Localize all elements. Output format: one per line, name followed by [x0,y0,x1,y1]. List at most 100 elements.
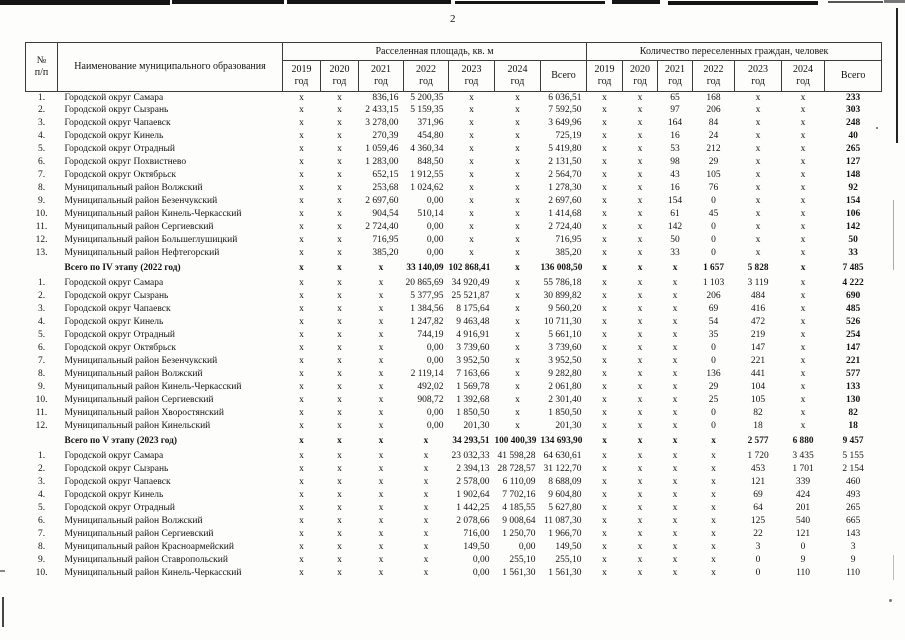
year-label: 2021 [665,64,686,76]
citizens-value: 7 485 [842,263,864,274]
citizens-value: x [800,369,806,380]
area-value: 3 649,96 [548,118,582,129]
citizens-value: x [755,222,761,233]
municipality-name: Городской округ Чапаевск [64,118,171,129]
citizens-value: x [602,278,607,289]
citizens-value: x [800,222,806,233]
table-row: 1. Городской округ Самара x x 836,16 5 200,35… [26,92,882,105]
area-value: 2 724,40 [365,222,399,233]
area-value: 102 868,41 [448,263,491,274]
citizens-value: 493 [845,490,861,501]
citizens-value: 453 [750,464,766,475]
area-value: x [299,542,304,553]
table-row: 4. Городской округ Кинель x x x 1 247,82 9 463… [26,317,882,330]
area-value: 1 059,46 [365,144,399,155]
area-value: x [515,144,520,155]
municipality-name: Городской округ Чапаевск [64,477,171,488]
citizens-value: 22 [753,529,763,540]
column-header-municipality: Наименование муниципального образования [57,42,283,92]
row-number: 7. [37,170,46,181]
citizens-value: 221 [845,356,861,367]
citizens-value: x [800,209,806,220]
municipality-name: Муниципальный район Хворостянский [64,408,224,419]
row-number: 13. [35,248,48,259]
area-value: x [515,395,520,406]
row-number: 8. [37,369,46,380]
area-value: 8 688,09 [548,477,582,488]
citizens-value: x [637,503,643,514]
citizens-value: 0 [711,248,716,259]
row-number: 3. [37,118,46,129]
row-number: 9. [37,382,46,393]
citizens-value: 460 [845,477,861,488]
table-header: № п/п Наименование муниципального образо… [25,42,883,92]
citizens-value: x [602,209,607,220]
area-value: x [299,196,304,207]
year-column-header: 2021 год [657,60,694,92]
area-value: x [337,356,342,367]
municipality-name: Муниципальный район Кинельский [64,421,211,432]
citizens-value: x [602,516,607,527]
citizens-value: 9 [850,555,856,566]
scan-artifact [889,599,892,602]
area-value: x [299,516,304,527]
citizens-value: x [711,503,716,514]
citizens-value: 1 701 [792,464,814,475]
citizens-value: x [800,278,806,289]
area-value: x [378,568,384,579]
area-value: x [469,209,474,220]
citizens-value: 1 720 [747,451,769,462]
year-label: 2022 [416,64,436,76]
area-value: x [378,503,384,514]
citizens-value: 61 [670,209,680,220]
area-value: 385,20 [555,248,582,259]
citizens-value: x [602,408,607,419]
area-value: 30 899,82 [543,291,582,302]
citizens-value: x [672,382,678,393]
citizens-value: 0 [711,235,716,246]
year-column-header: 2019 год [282,60,321,92]
area-value: 55 786,18 [543,278,582,289]
year-suffix: год [597,76,612,87]
area-value: x [337,278,342,289]
area-value: x [337,408,342,419]
stage-total-label: Всего по V этапу (2023 год) [64,436,177,447]
citizens-value: x [800,235,806,246]
area-value: x [378,451,384,462]
municipality-name: Городской округ Кинель [64,490,164,501]
area-value: 3 739,60 [456,343,490,354]
year-column-header: 2022 год [403,60,449,92]
citizens-value: 125 [750,516,766,527]
area-value: 9 008,64 [502,516,536,527]
row-number: 9. [37,196,46,207]
area-value: 454,80 [417,131,444,142]
area-value: 0,00 [518,542,536,553]
citizens-value: 577 [845,369,861,380]
area-value: 20 865,69 [405,278,444,289]
citizens-value: 540 [795,516,811,527]
citizens-value: x [800,356,806,367]
citizens-value: x [672,356,678,367]
citizens-value: 0 [711,356,716,367]
citizens-value: 265 [845,503,861,514]
citizens-value: x [800,421,806,432]
area-value: x [378,529,384,540]
citizens-value: x [672,330,678,341]
area-value: x [299,343,304,354]
citizens-value: x [637,170,643,181]
municipality-name: Муниципальный район Сергиевский [64,222,214,233]
total-column-header-citizens: Всего [824,60,883,92]
municipality-name: Муниципальный район Безенчукский [64,196,218,207]
area-value: x [378,330,384,341]
area-value: 2 119,14 [410,369,444,380]
table-row: 5. Городской округ Отрадный x x 1 059,46 4 36… [26,144,882,157]
area-value: 2 061,80 [548,382,582,393]
table-row: 10. Муниципальный район Сергиевский x x x 908… [26,395,882,408]
citizens-value: x [672,278,678,289]
citizens-value: x [672,568,678,579]
area-value: 1 247,82 [410,317,444,328]
municipality-name: Городской округ Чапаевск [64,304,171,315]
area-value: x [337,477,342,488]
citizens-value: x [800,408,806,419]
area-value: 31 122,70 [543,464,582,475]
